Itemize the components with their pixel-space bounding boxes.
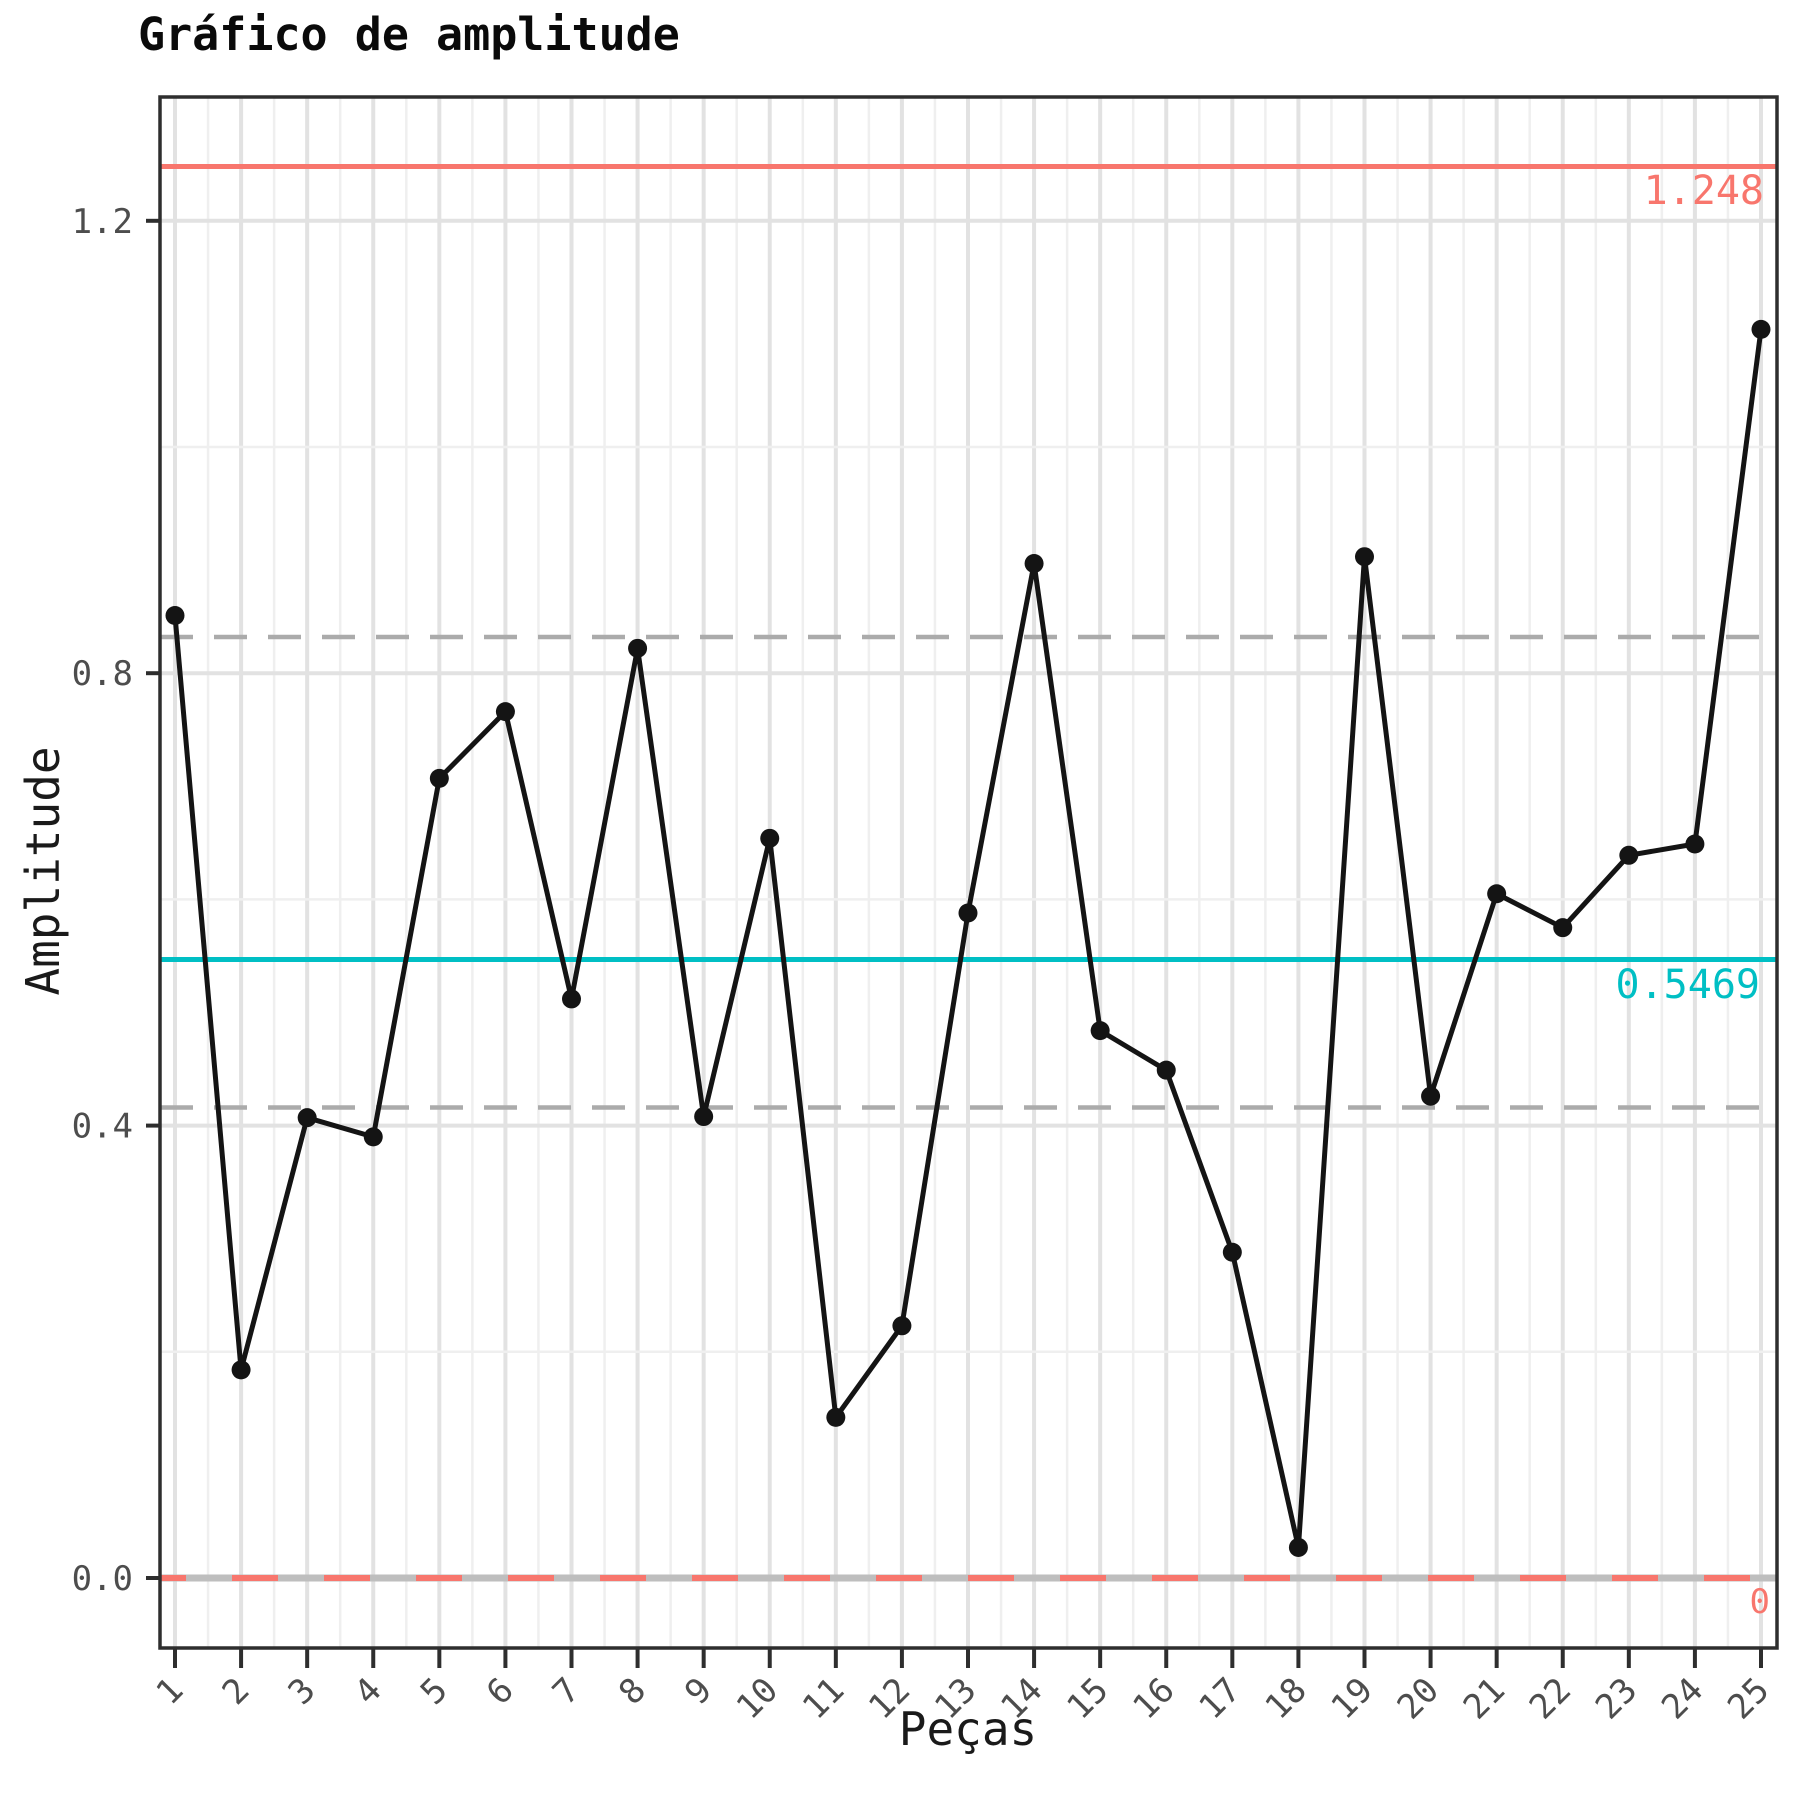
x-tick-label: 9	[677, 1670, 720, 1713]
x-tick-label: 2	[215, 1670, 258, 1713]
x-tick-label: 23	[1588, 1670, 1645, 1727]
x-axis-title: Peças	[898, 1702, 1038, 1756]
x-tick-label: 7	[545, 1670, 588, 1713]
data-point	[1090, 1021, 1110, 1041]
x-tick-label: 11	[795, 1670, 852, 1727]
data-point	[1024, 553, 1044, 573]
x-tick-label: 17	[1191, 1670, 1248, 1727]
data-point	[892, 1316, 912, 1336]
x-tick-label: 4	[347, 1670, 390, 1713]
y-axis-title: Amplitude	[16, 746, 70, 996]
data-point	[1354, 547, 1374, 567]
y-tick-label: 0.8	[72, 654, 133, 694]
data-point	[1751, 319, 1771, 339]
data-point	[1288, 1537, 1308, 1557]
x-tick-label: 18	[1258, 1670, 1315, 1727]
x-tick-label: 5	[413, 1670, 456, 1713]
lcl-label: 0	[1750, 1582, 1770, 1622]
x-tick-label: 1	[149, 1670, 192, 1713]
data-point	[826, 1407, 846, 1427]
data-point	[1156, 1060, 1176, 1080]
data-point	[297, 1108, 317, 1128]
data-point	[231, 1360, 251, 1380]
data-point	[694, 1107, 714, 1127]
x-tick-label: 24	[1654, 1670, 1711, 1727]
x-tick-label: 19	[1324, 1670, 1381, 1727]
data-point	[1487, 884, 1507, 904]
y-tick-label: 0.4	[72, 1107, 133, 1147]
data-point	[165, 606, 185, 626]
data-point	[1553, 918, 1573, 938]
x-tick-label: 15	[1059, 1670, 1116, 1727]
x-tick-label: 25	[1720, 1670, 1777, 1727]
y-tick-label: 0.0	[72, 1559, 133, 1599]
center-label: 0.5469	[1616, 962, 1761, 1008]
data-point	[429, 768, 449, 788]
x-tick-label: 3	[281, 1670, 324, 1713]
x-tick-label: 20	[1390, 1670, 1447, 1727]
x-tick-label: 8	[611, 1670, 654, 1713]
data-point	[363, 1127, 383, 1147]
ucl-label: 1.248	[1644, 168, 1764, 214]
data-point	[1421, 1086, 1441, 1106]
data-point	[760, 828, 780, 848]
data-point	[1222, 1242, 1242, 1262]
x-tick-label: 22	[1522, 1670, 1579, 1727]
chart-title: Gráfico de amplitude	[138, 8, 680, 61]
data-point	[628, 638, 648, 658]
y-tick-label: 1.2	[72, 202, 133, 242]
data-point	[1619, 845, 1639, 865]
x-tick-label: 10	[729, 1670, 786, 1727]
x-tick-label: 21	[1456, 1670, 1513, 1727]
data-point	[495, 702, 515, 722]
data-point	[1685, 834, 1705, 854]
data-point	[958, 903, 978, 923]
x-tick-label: 16	[1125, 1670, 1182, 1727]
data-point	[561, 989, 581, 1009]
x-tick-label: 6	[479, 1670, 522, 1713]
